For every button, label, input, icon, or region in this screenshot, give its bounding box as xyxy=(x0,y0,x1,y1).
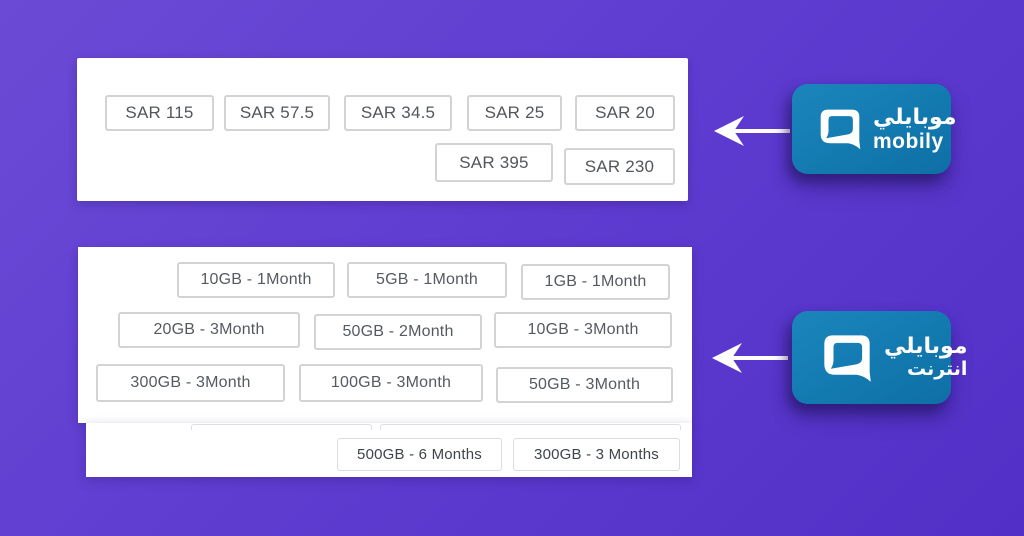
price-button[interactable]: SAR 230 xyxy=(564,148,675,185)
mobily-latin-label: mobily xyxy=(873,130,944,154)
price-button[interactable]: SAR 115 xyxy=(105,95,214,131)
mobily-internet-logo-text: موبايلي انترنت xyxy=(884,333,968,381)
data-plan-button[interactable]: 100GB - 3Month xyxy=(299,364,483,402)
mobily-internet-arabic-line2: انترنت xyxy=(906,358,968,381)
cutoff-button-outline xyxy=(191,424,372,430)
data-plan-button[interactable]: 50GB - 2Month xyxy=(314,314,482,350)
cutoff-button-outline xyxy=(380,424,681,430)
data-plan-button[interactable]: 300GB - 3Month xyxy=(96,364,285,402)
data-plan-button[interactable]: 20GB - 3Month xyxy=(118,312,300,348)
data-plan-button[interactable]: 5GB - 1Month xyxy=(347,262,507,298)
mobily-prices-card: SAR 115 SAR 57.5 SAR 34.5 SAR 25 SAR 20 … xyxy=(77,58,688,201)
data-plan-button[interactable]: 10GB - 1Month xyxy=(177,262,335,298)
mobily-speech-bubble-icon xyxy=(824,334,871,382)
data-plan-button[interactable]: 300GB - 3 Months xyxy=(513,438,680,471)
mobily-arabic-label: موبايلي xyxy=(873,104,957,130)
data-plan-button[interactable]: 10GB - 3Month xyxy=(494,312,672,348)
mobily-internet-logo-badge: موبايلي انترنت xyxy=(792,311,967,404)
price-button[interactable]: SAR 395 xyxy=(435,143,553,182)
data-plan-button[interactable]: 1GB - 1Month xyxy=(521,264,670,300)
price-button[interactable]: SAR 20 xyxy=(575,95,675,131)
left-arrow-icon xyxy=(712,343,788,373)
mobily-logo-badge: موبايلي mobily xyxy=(792,84,956,174)
mobily-internet-arabic-line1: موبايلي xyxy=(884,333,968,359)
price-button[interactable]: SAR 57.5 xyxy=(224,95,330,131)
data-plan-button[interactable]: 500GB - 6 Months xyxy=(337,438,502,471)
mobily-logo-text: موبايلي mobily xyxy=(873,104,957,154)
mobily-speech-bubble-icon xyxy=(820,109,861,150)
price-button[interactable]: SAR 25 xyxy=(467,95,562,131)
mobily-internet-card: 10GB - 1Month 5GB - 1Month 1GB - 1Month … xyxy=(78,247,692,477)
left-arrow-icon xyxy=(714,116,790,146)
data-plan-button[interactable]: 50GB - 3Month xyxy=(496,367,673,403)
price-button[interactable]: SAR 34.5 xyxy=(344,95,452,131)
